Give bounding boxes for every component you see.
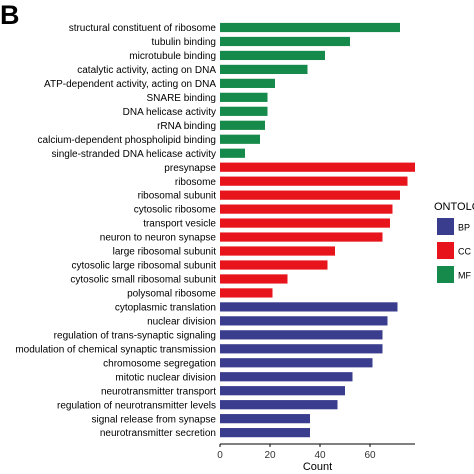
x-tick-label: 20 [264,450,276,461]
x-tick-label: 0 [217,450,223,461]
category-label: regulation of neurotransmitter levels [57,400,216,411]
category-label: neurotransmitter transport [101,386,216,397]
bar-22 [220,316,388,326]
x-tick-label: 60 [364,450,376,461]
category-label: structural constituent of ribosome [69,23,217,34]
bar-4 [220,64,308,75]
bar-11 [220,162,415,172]
category-label: neuron to neuron synapse [100,233,217,244]
bar-15 [220,218,390,228]
category-label: modulation of chemical synaptic transmis… [15,344,216,355]
legend: ONTOLOGY BP CC MF [434,201,474,283]
bar-30 [220,428,310,438]
legend-label-mf: MF [458,271,471,281]
category-label: single-stranded DNA helicase activity [51,149,216,160]
category-label: microtubule binding [129,51,216,62]
category-label: rRNA binding [157,121,216,132]
bar-27 [220,386,345,396]
bar-26 [220,372,353,382]
category-label: nuclear division [147,316,216,327]
bar-28 [220,400,338,410]
category-label: mitotic nuclear division [115,372,216,383]
bar-25 [220,358,373,368]
bar-2 [220,36,350,47]
category-label: chromosome segregation [103,358,216,369]
bar-20 [220,288,273,298]
legend-key-mf [437,266,454,283]
bar-23 [220,330,383,340]
bar-9 [220,134,260,144]
bar-5 [220,78,275,88]
bar-17 [220,246,335,256]
bar-16 [220,232,383,242]
bar-21 [220,302,398,312]
category-label: ATP-dependent activity, acting on DNA [44,79,216,90]
legend-label-cc: CC [458,247,471,257]
bar-18 [220,260,328,270]
category-label: regulation of trans-synaptic signaling [54,330,216,341]
bar-19 [220,274,288,284]
panel-label: B [0,0,20,30]
legend-key-bp [437,218,454,235]
category-label: large ribosomal subunit [113,247,217,258]
bar-8 [220,120,265,130]
category-label: cytoplasmic translation [115,303,216,314]
category-label: calcium-dependent phospholipid binding [38,135,216,146]
category-label: tubulin binding [152,37,217,48]
category-label: ribosome [175,177,217,188]
category-label: cytosolic small ribosomal subunit [70,275,216,286]
category-label: cytosolic ribosome [134,205,217,216]
bar-10 [220,148,245,158]
bar-29 [220,414,310,424]
bar-14 [220,204,393,214]
bar-6 [220,92,268,102]
category-label: polysomal ribosome [127,289,216,300]
x-axis-label: Count [303,461,332,473]
bar-3 [220,50,325,61]
legend-key-cc [437,242,454,259]
category-label: cytosolic large ribosomal subunit [71,261,216,272]
category-label: transport vesicle [143,219,216,230]
bar-13 [220,190,400,200]
category-label: presynapse [164,163,216,174]
category-label: ribosomal subunit [138,191,217,202]
category-label: catalytic activity, acting on DNA [77,65,216,76]
category-label: neurotransmitter secretion [100,428,216,439]
bar-7 [220,106,268,116]
x-tick-label: 40 [314,450,326,461]
category-label: SNARE binding [147,93,216,104]
bar-1 [220,22,400,33]
category-label: DNA helicase activity [123,107,216,118]
legend-title: ONTOLOGY [434,201,474,213]
bar-12 [220,176,408,186]
category-label: signal release from synapse [91,414,216,425]
legend-label-bp: BP [458,223,470,233]
bar-24 [220,344,383,354]
